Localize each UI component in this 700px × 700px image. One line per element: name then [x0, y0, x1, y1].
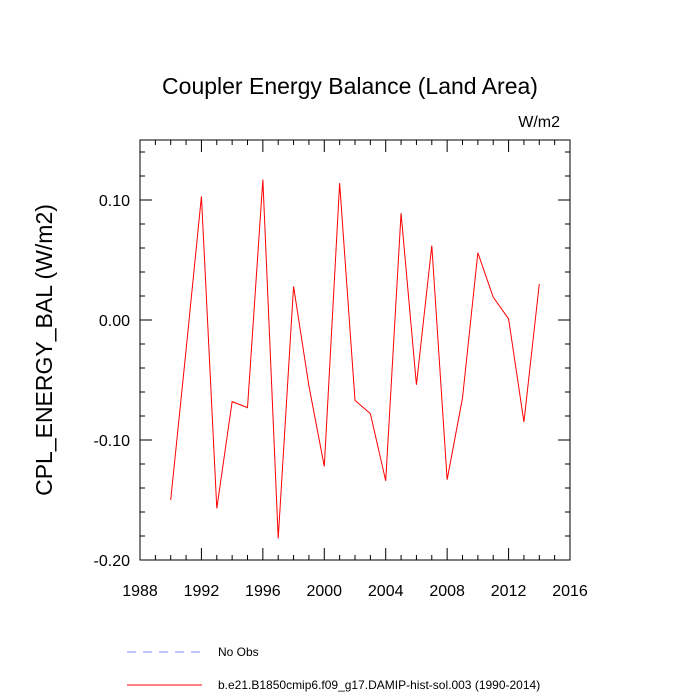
x-tick-label: 1996: [245, 583, 281, 600]
x-tick-label: 1988: [122, 583, 158, 600]
x-tick-label: 2000: [306, 583, 342, 600]
y-axis-label: CPL_ENERGY_BAL (W/m2): [31, 204, 57, 496]
axis-ticks: [139, 140, 571, 561]
chart-title: Coupler Energy Balance (Land Area): [162, 73, 538, 99]
y-tick-label: 0.10: [99, 193, 130, 210]
x-tick-label: 2004: [368, 583, 404, 600]
x-tick-label: 2016: [552, 583, 588, 600]
y-tick-label: 0.00: [99, 313, 130, 330]
legend-label: No Obs: [218, 645, 259, 659]
y-tick-label: -0.20: [94, 553, 131, 570]
plot-frame: [139, 139, 571, 561]
x-tick-label: 1992: [184, 583, 220, 600]
legend: No Obs b.e21.B1850cmip6.f09_g17.DAMIP-his…: [127, 645, 540, 692]
legend-label: b.e21.B1850cmip6.f09_g17.DAMIP-hist-sol.…: [218, 678, 540, 692]
tick-labels: 1988 1992 1996 2000 2004 2008 2012 2016 -0.20 -0.…: [94, 193, 588, 600]
x-tick-label: 2008: [429, 583, 465, 600]
y-tick-label: -0.10: [94, 433, 131, 450]
plot-lines: [170, 179, 540, 539]
series-line-0: [170, 179, 540, 539]
x-tick-label: 2012: [491, 583, 527, 600]
units-label: W/m2: [518, 114, 560, 131]
